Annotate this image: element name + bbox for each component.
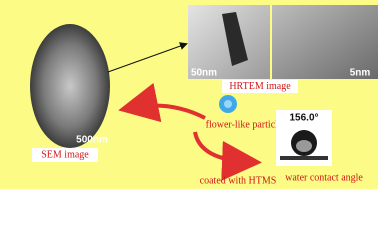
particle-label: flower-like particle <box>206 119 283 130</box>
sem-label-box <box>32 148 98 162</box>
flower-icon <box>219 95 237 113</box>
arrow <box>107 42 188 73</box>
droplet-highlight <box>296 140 312 152</box>
contact-label: water contact angle <box>285 172 363 183</box>
tem-particle <box>222 12 248 66</box>
contact-angle: 156.0° <box>289 113 318 124</box>
sem-scale-bar: 500nm <box>76 135 108 146</box>
arrow-to-sem <box>118 82 206 123</box>
hrtem-label-box <box>222 80 298 93</box>
tem-image-right <box>272 5 378 79</box>
sem-image <box>30 24 110 148</box>
coating-label: coated with HTMS <box>200 175 277 186</box>
hrtem-label: HRTEM image <box>229 81 291 92</box>
substrate <box>280 156 328 160</box>
graphical-abstract: 500nm SEM image 50nm 5nm HRTEM image flo… <box>0 0 378 189</box>
tem-scale-left: 50nm <box>191 68 217 79</box>
sem-label: SEM image <box>41 149 89 160</box>
arrow-to-coating <box>193 131 262 181</box>
tem-scale-right: 5nm <box>350 68 371 79</box>
